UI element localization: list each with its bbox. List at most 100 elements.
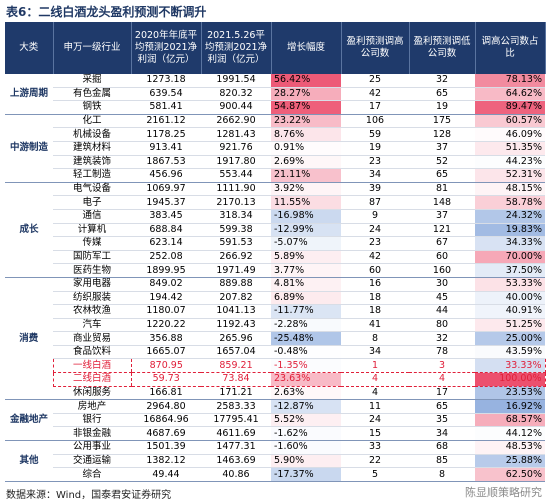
- table-cell: 23: [341, 236, 409, 251]
- header-row: 大类 申万一级行业 2020年年底平均预测2021净利润（亿元） 2021.5.26平…: [5, 22, 546, 74]
- table-cell: 68.57%: [475, 413, 545, 428]
- table-cell: 化工: [53, 114, 131, 129]
- table-cell: 1971.49: [201, 263, 271, 278]
- table-cell: 电子: [53, 195, 131, 210]
- table-cell: 3: [409, 358, 475, 374]
- table-cell: 1273.18: [131, 74, 201, 88]
- table-cell: 食品饮料: [53, 345, 131, 360]
- table-cell: 纺织服装: [53, 291, 131, 306]
- table: 大类 申万一级行业 2020年年底平均预测2021净利润（亿元） 2021.5.26平…: [5, 22, 546, 482]
- table-cell: 1917.80: [201, 155, 271, 170]
- table-cell: 35: [409, 413, 475, 428]
- column-header: 盈利预测调低公司数: [409, 22, 476, 74]
- table-cell: 166.81: [131, 386, 201, 401]
- table-cell: 商业贸易: [53, 331, 131, 346]
- table-cell: 78.13%: [475, 74, 545, 88]
- table-row: 汽车 1220.22 1192.43 -2.28% 41 80 51.25%: [5, 318, 545, 333]
- table-row: 农林牧渔 1180.07 1041.13 -11.77% 18 44 40.91%: [5, 304, 545, 319]
- table-cell: 23.22%: [271, 114, 341, 129]
- table-cell: 2170.13: [201, 195, 271, 210]
- table-cell: 1192.43: [201, 318, 271, 333]
- table-cell: 356.88: [131, 331, 201, 346]
- table-cell: 机械设备: [53, 127, 131, 142]
- table-cell: 921.76: [201, 141, 271, 156]
- table-cell: 175: [409, 114, 475, 129]
- table-cell: 医药生物: [53, 263, 131, 278]
- table-cell: 24: [341, 413, 409, 428]
- table-cell: 78: [409, 345, 475, 360]
- table-row: 其他 公用事业 1501.39 1477.31 -1.60% 33 68 48.53%: [5, 440, 545, 482]
- table-cell: 37: [409, 209, 475, 224]
- table-cell: 房地产: [53, 399, 131, 414]
- table-cell: 65: [409, 168, 475, 183]
- table-cell: 休闲服务: [53, 386, 131, 401]
- table-cell: 23.53%: [475, 386, 545, 401]
- table-cell: 44: [409, 304, 475, 319]
- column-header: 申万一级行业: [53, 22, 132, 74]
- table-cell: 汽车: [53, 318, 131, 333]
- table-cell: 17: [341, 100, 409, 115]
- table-row: 成长 电气设备 1069.97 1111.90 3.92% 39 81 48.15%: [5, 182, 545, 278]
- table-row: 机械设备 1178.25 1281.43 8.76% 59 128 46.09%: [5, 127, 545, 142]
- table-cell: -1.35%: [271, 358, 341, 374]
- table-cell: 17795.41: [201, 413, 271, 428]
- table-cell: 6.89%: [271, 291, 341, 306]
- table-cell: 100.00%: [475, 372, 546, 387]
- column-header: 2020年年底平均预测2021净利润（亿元）: [131, 22, 202, 74]
- table-cell: 18: [341, 291, 409, 306]
- table-cell: 53.33%: [475, 277, 545, 292]
- table-cell: 钢铁: [53, 100, 131, 115]
- table-cell: 65: [409, 87, 475, 102]
- table-cell: 1220.22: [131, 318, 201, 333]
- table-cell: 54.87%: [271, 100, 341, 115]
- table-cell: 1477.31: [201, 440, 271, 455]
- table-cell: 34: [409, 426, 475, 442]
- table-cell: 23: [341, 155, 409, 170]
- table-cell: 1899.95: [131, 263, 201, 278]
- table-row: 通信 383.45 318.34 -16.98% 9 37 24.32%: [5, 209, 545, 224]
- table-cell: 一线白酒: [52, 358, 131, 374]
- watermark: 陈显顺策略研究: [465, 486, 542, 499]
- table-cell: 45: [409, 291, 475, 306]
- table-cell: 56.42%: [271, 74, 341, 88]
- table-row: 传媒 623.14 591.53 -5.07% 23 67 34.33%: [5, 236, 545, 251]
- table-row: 轻工制造 456.96 553.44 21.11% 34 65 52.31%: [5, 168, 545, 183]
- table-row: 纺织服装 194.42 207.82 6.89% 18 45 40.00%: [5, 291, 545, 306]
- table-cell: 849.02: [131, 277, 201, 292]
- table-cell: 2.69%: [271, 155, 341, 170]
- table-cell: 综合: [53, 467, 131, 482]
- group-cell: 成长: [5, 182, 53, 278]
- table-cell: 106: [341, 114, 409, 129]
- table-cell: 23.63%: [271, 372, 341, 387]
- table-cell: 1069.97: [131, 182, 201, 197]
- table-cell: 207.82: [201, 291, 271, 306]
- table-cell: 21.11%: [271, 168, 341, 183]
- table-cell: 581.41: [131, 100, 201, 115]
- table-row: 二线白酒 59.73 73.84 23.63% 4 4 100.00%: [5, 372, 546, 387]
- table-cell: 5.90%: [271, 454, 341, 469]
- table-cell: 22: [341, 454, 409, 469]
- table-cell: 51.35%: [475, 141, 545, 156]
- table-cell: 65: [409, 399, 475, 414]
- table-cell: 48.53%: [475, 440, 545, 455]
- table-cell: -1.62%: [271, 426, 341, 442]
- table-cell: 8.76%: [271, 127, 341, 142]
- table-cell: 19.83%: [475, 223, 545, 238]
- table-row: 金融地产 房地产 2964.80 2583.33 -12.87% 11 65 16.92%: [5, 399, 545, 442]
- table-cell: 40.00%: [475, 291, 545, 306]
- table-cell: 3.92%: [271, 182, 341, 197]
- table-cell: 148: [409, 195, 475, 210]
- table-cell: 900.44: [201, 100, 271, 115]
- table-cell: 51.25%: [475, 318, 545, 333]
- table-cell: 16: [341, 277, 409, 292]
- table-cell: 2964.80: [131, 399, 201, 414]
- table-cell: -1.60%: [271, 440, 341, 455]
- table-cell: 62.50%: [475, 467, 545, 482]
- table-cell: 通信: [53, 209, 131, 224]
- table-cell: -17.37%: [271, 467, 341, 482]
- table-cell: 859.21: [201, 358, 271, 374]
- table-cell: 34.33%: [475, 236, 545, 251]
- table-cell: 44.23%: [475, 155, 545, 170]
- group-cell: 其他: [5, 440, 53, 482]
